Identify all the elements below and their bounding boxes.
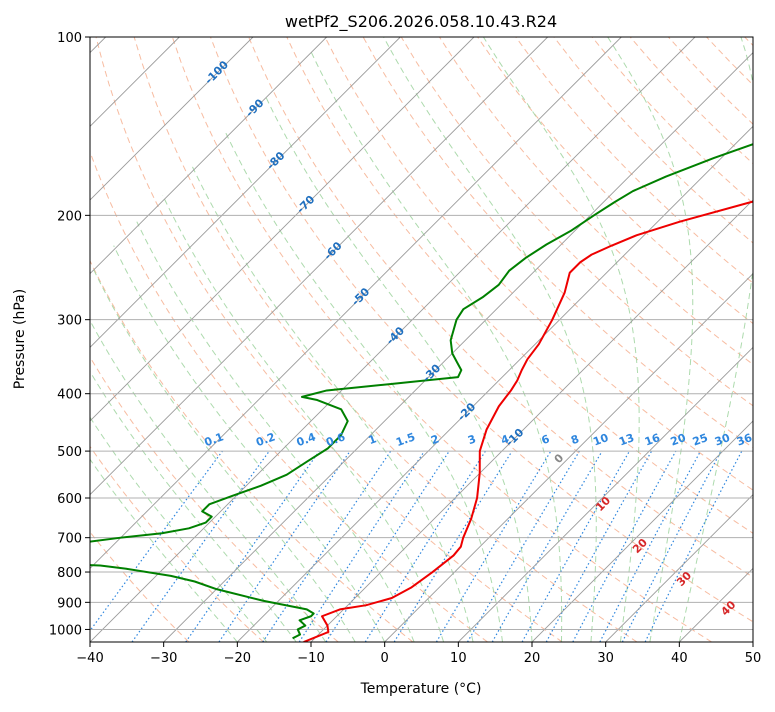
y-tick-label: 100 — [57, 31, 82, 46]
x-tick-label: 0 — [381, 651, 389, 666]
x-tick-label: 30 — [597, 651, 614, 666]
x-tick-label: −30 — [150, 651, 177, 666]
y-axis-label: Pressure (hPa) — [12, 289, 28, 389]
y-tick-label: 500 — [57, 445, 82, 460]
y-tick-label: 1000 — [49, 623, 82, 638]
x-tick-label: 10 — [450, 651, 467, 666]
y-tick-label: 600 — [57, 492, 82, 507]
chart-title: wetPf2_S206.2026.058.10.43.R24 — [285, 12, 557, 32]
y-tick-label: 200 — [57, 209, 82, 224]
y-tick-label: 700 — [57, 532, 82, 547]
x-tick-label: 20 — [524, 651, 541, 666]
y-tick-label: 400 — [57, 388, 82, 403]
x-tick-label: 50 — [745, 651, 762, 666]
x-tick-label: −40 — [76, 651, 103, 666]
y-tick-label: 900 — [57, 596, 82, 611]
y-tick-label: 800 — [57, 566, 82, 581]
x-tick-label: −20 — [224, 651, 251, 666]
x-tick-label: −10 — [297, 651, 324, 666]
x-axis-label: Temperature (°C) — [360, 681, 482, 697]
x-tick-label: 40 — [671, 651, 688, 666]
y-tick-label: 300 — [57, 314, 82, 329]
